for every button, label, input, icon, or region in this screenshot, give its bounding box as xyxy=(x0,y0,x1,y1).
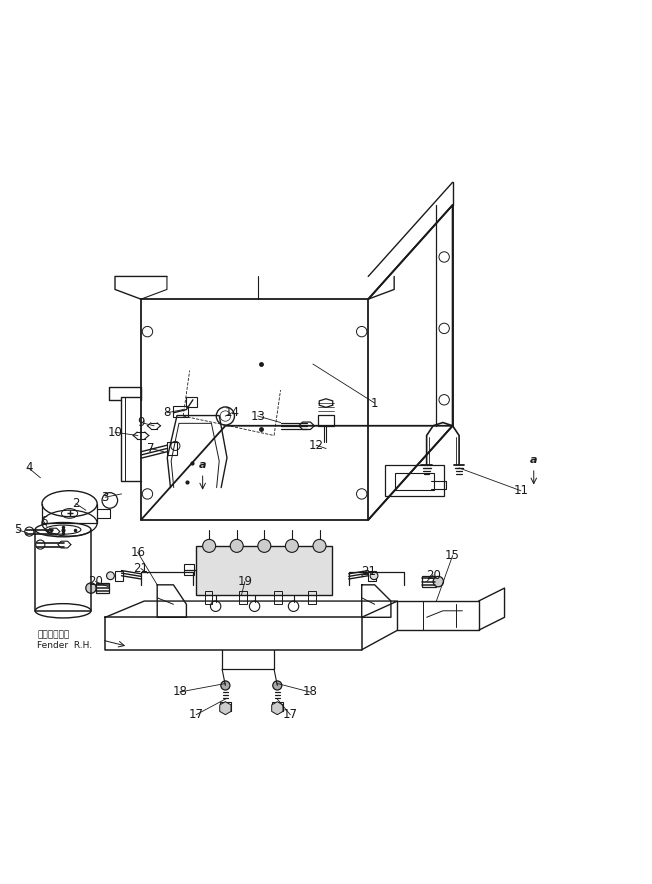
Bar xyxy=(385,465,444,496)
Bar xyxy=(239,591,247,605)
Bar xyxy=(272,702,282,712)
Text: 17: 17 xyxy=(283,708,298,721)
Bar xyxy=(167,442,177,455)
Text: 7: 7 xyxy=(147,442,155,455)
Text: 4: 4 xyxy=(25,461,33,475)
Text: 5: 5 xyxy=(14,523,22,536)
Text: 11: 11 xyxy=(513,484,528,497)
Circle shape xyxy=(433,576,443,587)
Bar xyxy=(318,415,334,426)
Text: フェンダ　右
Fender  R.H.: フェンダ 右 Fender R.H. xyxy=(37,630,92,650)
Text: 3: 3 xyxy=(102,491,109,504)
Text: 20: 20 xyxy=(426,568,441,582)
Text: 21: 21 xyxy=(361,566,376,578)
Bar xyxy=(173,407,188,416)
Circle shape xyxy=(273,681,282,690)
Bar xyxy=(115,570,123,581)
Bar xyxy=(186,397,197,407)
Text: 9: 9 xyxy=(137,416,145,429)
Text: 8: 8 xyxy=(163,407,171,419)
Bar xyxy=(395,473,434,490)
Text: 17: 17 xyxy=(188,708,203,721)
Circle shape xyxy=(106,572,114,580)
Bar xyxy=(368,570,376,581)
Text: 14: 14 xyxy=(224,407,239,419)
Text: a: a xyxy=(530,454,537,464)
Circle shape xyxy=(221,681,230,690)
Circle shape xyxy=(286,539,299,552)
Circle shape xyxy=(86,583,96,593)
Text: 18: 18 xyxy=(173,685,187,698)
Text: 1: 1 xyxy=(371,397,378,409)
Circle shape xyxy=(370,572,378,580)
Text: 18: 18 xyxy=(303,685,318,698)
Bar xyxy=(274,591,282,605)
Bar xyxy=(220,702,231,712)
Text: 2: 2 xyxy=(72,497,80,510)
Bar xyxy=(205,591,213,605)
Text: 16: 16 xyxy=(130,545,145,559)
Text: 13: 13 xyxy=(250,409,265,423)
Circle shape xyxy=(203,539,216,552)
Circle shape xyxy=(313,539,326,552)
Bar xyxy=(308,591,316,605)
Text: 20: 20 xyxy=(88,575,103,588)
Text: a: a xyxy=(199,460,207,469)
Text: 10: 10 xyxy=(108,426,123,438)
Bar xyxy=(196,546,333,595)
Circle shape xyxy=(230,539,243,552)
Text: 19: 19 xyxy=(237,575,252,588)
Circle shape xyxy=(258,539,271,552)
Bar xyxy=(185,564,194,575)
Bar xyxy=(96,583,108,593)
Text: 15: 15 xyxy=(445,549,460,562)
Text: 12: 12 xyxy=(309,438,324,452)
Text: 6: 6 xyxy=(40,514,48,528)
Text: 21: 21 xyxy=(134,562,149,575)
Bar xyxy=(422,576,436,587)
